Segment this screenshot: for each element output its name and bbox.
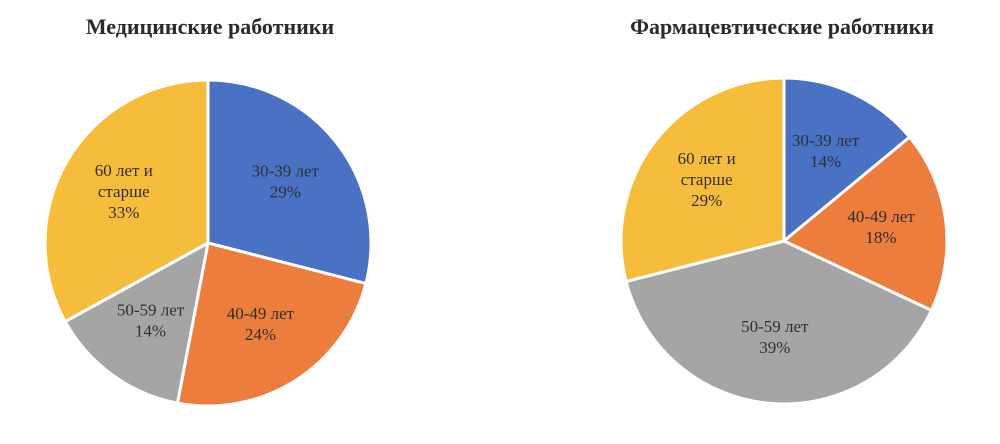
pie-slice-3 [63, 241, 210, 405]
pie-slice-4 [43, 78, 210, 324]
pie-chart-pharma: Фармацевтические работники 30-39 лет 14% 4… [500, 0, 1000, 444]
slice-label-4: 60 лет и старше 33% [95, 161, 153, 222]
slice-value-label: 29% [691, 191, 722, 210]
slice-label-4: 60 лет и старше 29% [678, 149, 736, 210]
slice-value-label: 24% [245, 325, 276, 344]
slice-label-2: 40-49 лет 18% [847, 207, 915, 247]
slice-value-label: 18% [865, 228, 896, 247]
slice-label-3: 50-59 лет 39% [741, 317, 809, 357]
slice-category-label: старше [98, 182, 150, 201]
pie-chart-medical: Медицинские работники 30-39 лет 29% 40-49 … [43, 14, 373, 408]
pie-slice-2 [782, 135, 949, 312]
slice-value-label: 39% [759, 338, 790, 357]
slice-value-label: 14% [810, 152, 841, 171]
slice-category-label: 30-39 лет [252, 162, 320, 181]
pie-slice-3 [624, 239, 933, 406]
pie-slice-4 [619, 76, 786, 284]
chart-title: Фармацевтические работники [630, 14, 934, 39]
slice-label-3: 50-59 лет 14% [117, 301, 185, 341]
slice-category-label: 40-49 лет [847, 207, 915, 226]
slice-category-label: 30-39 лет [792, 131, 860, 150]
slice-category-label: 40-49 лет [227, 304, 295, 323]
slice-category-label: старше [681, 170, 733, 189]
chart-title: Медицинские работники [85, 14, 335, 39]
slice-category-label: 50-59 лет [117, 301, 185, 320]
slice-label-1: 30-39 лет 29% [252, 162, 320, 202]
slice-category-label: 50-59 лет [741, 317, 809, 336]
slice-value-label: 29% [270, 183, 301, 202]
slice-value-label: 14% [135, 322, 166, 341]
pie-slice-2 [175, 241, 368, 408]
pie-pharma-svg: 30-39 лет 14% 40-49 лет 18% 50-59 лет 39% 60 л… [619, 76, 949, 406]
slice-label-2: 40-49 лет 24% [227, 304, 295, 344]
slice-value-label: 33% [108, 203, 139, 222]
pie-medical-svg: 30-39 лет 29% 40-49 лет 24% 50-59 лет 14% 60 л… [43, 78, 373, 408]
slice-category-label: 60 лет и [678, 149, 736, 168]
slice-label-1: 30-39 лет 14% [792, 131, 860, 171]
pie-slice-1 [206, 78, 373, 286]
slice-category-label: 60 лет и [95, 161, 153, 180]
pie-slice-1 [782, 76, 912, 243]
